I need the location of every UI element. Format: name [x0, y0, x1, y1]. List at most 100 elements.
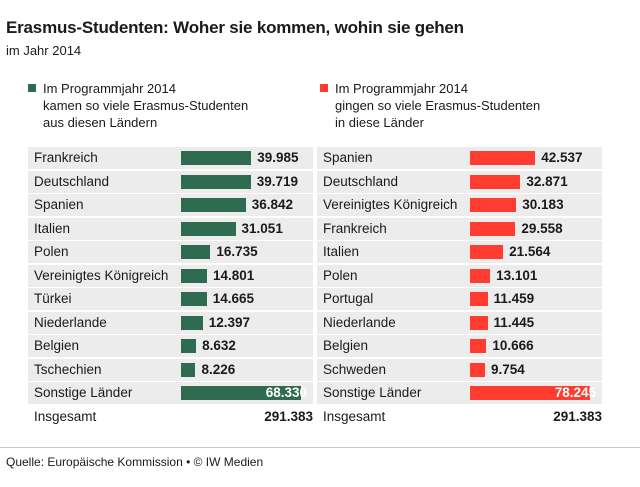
category-label: Türkei: [34, 291, 72, 306]
bar: [470, 386, 590, 400]
bar: [181, 174, 251, 189]
category-label: Polen: [34, 244, 69, 259]
legend-line: gingen so viele Erasmus-Studenten: [335, 98, 541, 113]
value-label: 16.735: [216, 244, 258, 259]
bar: [470, 362, 485, 377]
bar: [181, 198, 246, 212]
bar: [181, 315, 203, 330]
table-row: Polen 13.101: [317, 264, 602, 287]
total-label: Insgesamt: [34, 408, 97, 424]
table-row: Portugal 11.459: [317, 288, 602, 310]
bar: [470, 151, 536, 165]
table-row: Spanien 36.842: [28, 194, 313, 216]
bar: [181, 151, 252, 165]
bar: [470, 198, 517, 212]
legend-right-text: Im Programmjahr 2014 gingen so viele Eras…: [335, 80, 620, 131]
category-label: Vereinigtes Königreich: [323, 197, 458, 212]
bar: [470, 268, 491, 283]
category-label: Spanien: [323, 150, 373, 165]
category-label: Vereinigtes Königreich: [34, 267, 169, 283]
table-row: Vereinigtes Königreich 30.183: [317, 194, 602, 216]
value-label: 11.445: [493, 314, 535, 330]
table-row: Deutschland 32.871: [317, 170, 602, 193]
legend-line: Im Programmjahr 2014: [43, 81, 176, 96]
table-row: Niederlande 12.397: [28, 311, 313, 334]
legend-line: aus diesen Ländern: [43, 115, 158, 130]
category-label: Polen: [323, 267, 358, 283]
legend-line: Im Programmjahr 2014: [335, 81, 468, 96]
table-row: Frankreich 39.985: [28, 147, 313, 169]
table-row: Spanien 42.537: [317, 147, 602, 169]
value-label: 8.226: [201, 361, 236, 377]
value-label: 12.397: [208, 314, 251, 330]
table-row: Belgien 8.632: [28, 335, 313, 357]
category-label: Belgien: [34, 338, 80, 353]
value-label: 14.665: [212, 291, 255, 306]
legend-line: kamen so viele Erasmus-Studenten: [43, 98, 249, 113]
value-label: 9.754: [490, 361, 525, 377]
category-label: Schweden: [323, 361, 387, 377]
category-label: Sonstige Länder: [34, 385, 133, 400]
total-row: Insgesamt 291.383: [317, 406, 602, 428]
category-label: Deutschland: [323, 173, 399, 189]
source-note: Quelle: Europäische Kommission • © IW Me…: [6, 455, 264, 469]
total-label: Insgesamt: [323, 408, 386, 424]
category-label: Niederlande: [34, 314, 107, 330]
chart-title: Erasmus-Studenten: Woher sie kommen, woh…: [6, 18, 464, 37]
bar: [470, 339, 487, 353]
value-label: 13.101: [496, 267, 538, 283]
bar: [470, 315, 488, 330]
bar: [470, 245, 504, 259]
value-label: 42.537: [541, 150, 583, 165]
chart-subtitle: im Jahr 2014: [6, 43, 82, 58]
bar: [181, 292, 207, 306]
value-label: 10.666: [492, 338, 534, 353]
category-label: Niederlande: [323, 314, 396, 330]
value-label: 30.183: [522, 197, 564, 212]
table-row: Sonstige Länder 68.330: [28, 382, 313, 404]
bar: [181, 362, 196, 377]
legend-line: in diese Länder: [335, 115, 424, 130]
table-row: Belgien 10.666: [317, 335, 602, 357]
value-label: 68.330: [265, 385, 307, 400]
category-label: Portugal: [323, 291, 374, 306]
category-label: Italien: [34, 220, 71, 236]
category-label: Frankreich: [34, 150, 98, 165]
value-label: 31.051: [241, 220, 283, 236]
value-label: 36.842: [251, 197, 293, 212]
category-label: Italien: [323, 244, 360, 259]
value-label: 32.871: [526, 173, 568, 189]
total-value: 291.383: [553, 408, 602, 424]
legend-right-swatch: [320, 84, 328, 92]
category-label: Deutschland: [34, 173, 110, 189]
table-row: Frankreich 29.558: [317, 217, 602, 240]
category-label: Sonstige Länder: [323, 385, 422, 400]
table-row: Türkei 14.665: [28, 288, 313, 310]
value-label: 39.985: [257, 150, 299, 165]
category-label: Frankreich: [323, 220, 387, 236]
bar: [181, 245, 211, 259]
bar: [470, 174, 521, 189]
table-row: Niederlande 11.445: [317, 311, 602, 334]
bar: [181, 386, 301, 400]
bar: [470, 292, 488, 306]
value-label: 8.632: [202, 338, 236, 353]
bar: [181, 221, 236, 236]
bar: [181, 268, 207, 283]
table-row: Vereinigtes Königreich 14.801: [28, 264, 313, 287]
table-row: Polen 16.735: [28, 241, 313, 263]
value-label: 29.558: [521, 220, 563, 236]
table-row: Italien 31.051: [28, 217, 313, 240]
legend-left-text: Im Programmjahr 2014 kamen so viele Erasm…: [43, 80, 328, 131]
value-label: 21.564: [509, 244, 551, 259]
category-label: Spanien: [34, 197, 84, 212]
total-row: Insgesamt 291.383: [28, 406, 313, 428]
table-row: Schweden 9.754: [317, 358, 602, 381]
table-row: Italien 21.564: [317, 241, 602, 263]
bar: [470, 221, 516, 236]
footer-divider: [0, 447, 640, 448]
legend-left-swatch: [28, 84, 36, 92]
table-row: Deutschland 39.719: [28, 170, 313, 193]
value-label: 11.459: [493, 291, 535, 306]
value-label: 78.245: [554, 385, 596, 400]
